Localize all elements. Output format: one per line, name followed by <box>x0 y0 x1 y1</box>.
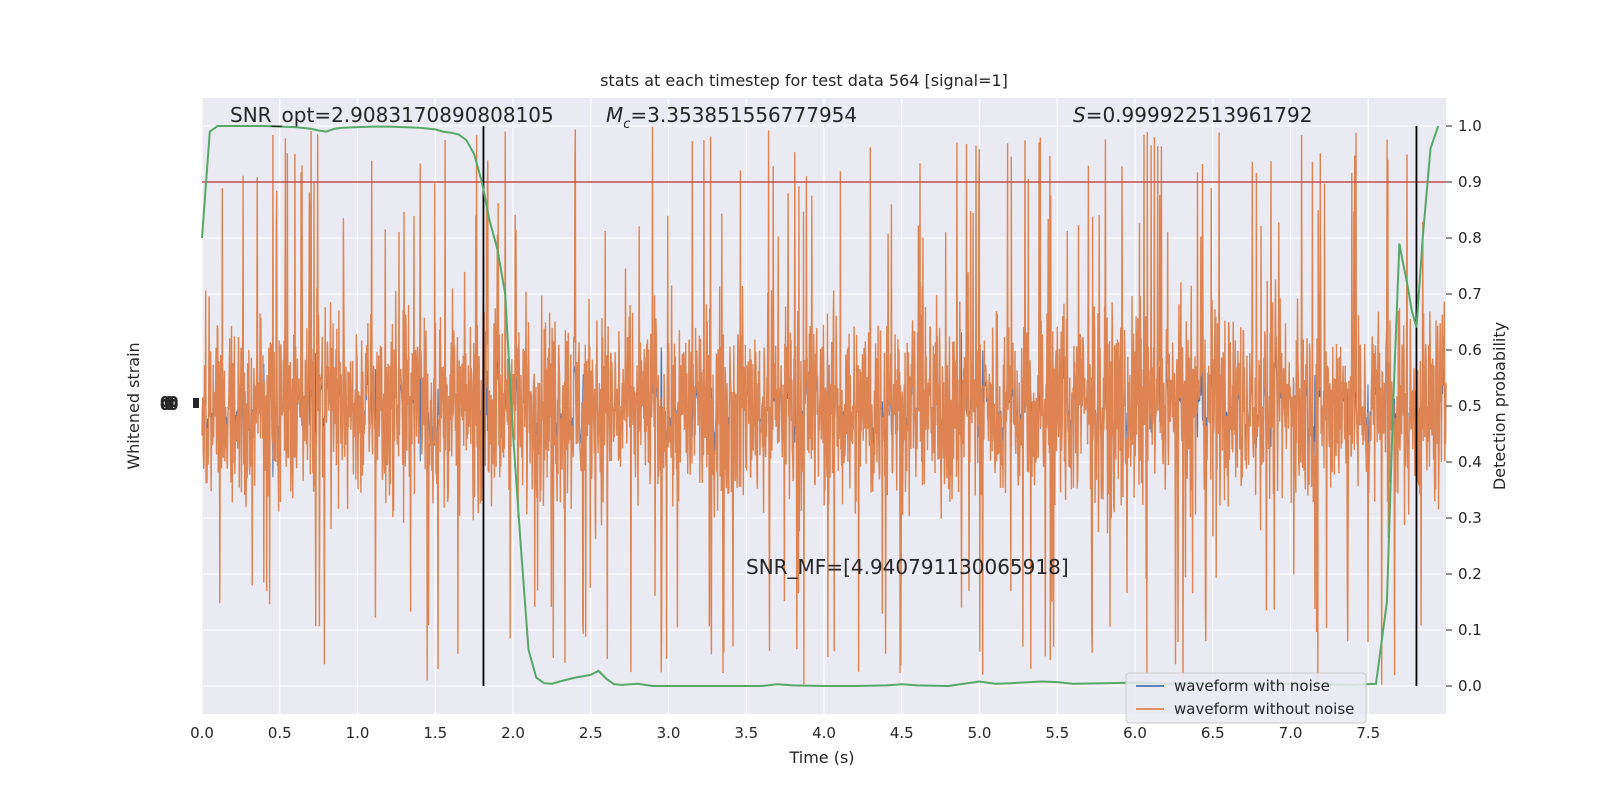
x-tick-label: 3.0 <box>657 724 681 742</box>
legend-box <box>1125 672 1367 724</box>
x-tick-label: 7.0 <box>1279 724 1303 742</box>
x-tick-label: 6.5 <box>1201 724 1225 742</box>
x-axis-ticks: 0.0 0.5 1.0 1.5 2.0 2.5 3.0 3.5 4.0 4.5 5.0 5.5 6.0 6… <box>190 724 1380 742</box>
left-tick-label: 0 <box>164 393 174 411</box>
right-tick-label: 0.6 <box>1458 341 1482 359</box>
x-tick-label: 6.0 <box>1123 724 1147 742</box>
right-tick-label: 1.0 <box>1458 117 1482 135</box>
x-tick-label: 3.5 <box>734 724 758 742</box>
x-tick-label: 0.0 <box>190 724 214 742</box>
spin-symbol: S <box>1073 103 1086 127</box>
x-tick-label: 2.5 <box>579 724 603 742</box>
series-without-noise <box>201 126 1447 685</box>
left-tick-label: 0 <box>168 396 178 414</box>
legend-label-without-noise: waveform without noise <box>1174 700 1354 718</box>
x-tick-label: 4.5 <box>890 724 914 742</box>
right-tick-label: 0.7 <box>1458 285 1482 303</box>
right-tick-label: 0.5 <box>1458 397 1482 415</box>
right-axis-label: Detection probability <box>1490 322 1509 490</box>
right-tick-label: 0.4 <box>1458 453 1482 471</box>
chirp-mass-symbol: M <box>606 103 623 127</box>
spin-value: =0.999922513961792 <box>1086 103 1313 127</box>
strain-traces <box>201 126 1447 685</box>
right-axis-ticks: 0.0 0.1 0.2 0.3 0.4 0.5 0.6 0.7 0.8 0.9 1.0 <box>1446 117 1482 695</box>
right-tick-label: 0.3 <box>1458 509 1482 527</box>
snr-mf-annotation: SNR_MF=[4.940791130065918] <box>746 555 1069 579</box>
x-tick-label: 0.5 <box>268 724 292 742</box>
right-tick-label: 0.8 <box>1458 229 1482 247</box>
x-tick-label: 2.0 <box>501 724 525 742</box>
x-tick-label: 5.0 <box>968 724 992 742</box>
left-tick-label: 0 <box>160 396 170 414</box>
left-tick-label: 0 <box>164 396 174 414</box>
x-tick-label: 1.0 <box>346 724 370 742</box>
left-tick-blob <box>193 398 199 408</box>
x-tick-label: 1.5 <box>423 724 447 742</box>
spin-annotation: S=0.999922513961792 <box>1073 103 1312 127</box>
snr-opt-annotation: SNR_opt=2.9083170890808105 <box>230 103 554 127</box>
left-tick-label: 0 <box>160 396 170 414</box>
x-axis-label: Time (s) <box>788 748 854 767</box>
x-tick-label: 4.0 <box>812 724 836 742</box>
legend-label-with-noise: waveform with noise <box>1174 677 1330 695</box>
right-tick-label: 0.1 <box>1458 621 1482 639</box>
left-axis-label: Whitened strain <box>124 342 143 469</box>
right-tick-label: 0.9 <box>1458 173 1482 191</box>
chirp-mass-subscript: c <box>623 117 630 132</box>
legend: waveform with noise waveform without noi… <box>1125 672 1367 724</box>
x-tick-label: 7.5 <box>1356 724 1380 742</box>
x-tick-label: 5.5 <box>1045 724 1069 742</box>
chart-title: stats at each timestep for test data 564… <box>600 71 1008 90</box>
left-tick-label: 0 <box>160 393 170 411</box>
right-tick-label: 0.2 <box>1458 565 1482 583</box>
chirp-mass-value: =3.353851556777954 <box>630 103 857 127</box>
chirp-mass-annotation: Mc=3.353851556777954 <box>606 103 857 132</box>
right-tick-label: 0.0 <box>1458 677 1482 695</box>
left-tick-label: 0 <box>168 393 178 411</box>
